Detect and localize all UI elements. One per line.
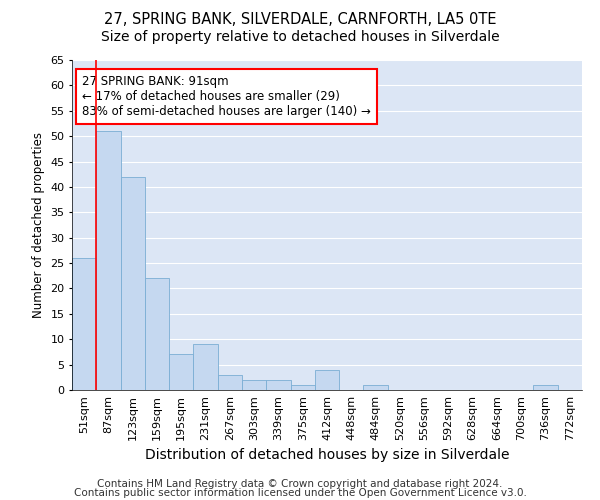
Bar: [121, 177, 145, 390]
Bar: [290, 385, 315, 390]
Bar: [72, 258, 96, 390]
Bar: [533, 385, 558, 390]
Bar: [193, 344, 218, 390]
Text: 27 SPRING BANK: 91sqm
← 17% of detached houses are smaller (29)
83% of semi-deta: 27 SPRING BANK: 91sqm ← 17% of detached …: [82, 75, 371, 118]
Bar: [169, 354, 193, 390]
Text: Contains HM Land Registry data © Crown copyright and database right 2024.: Contains HM Land Registry data © Crown c…: [97, 479, 503, 489]
X-axis label: Distribution of detached houses by size in Silverdale: Distribution of detached houses by size …: [145, 448, 509, 462]
Text: 27, SPRING BANK, SILVERDALE, CARNFORTH, LA5 0TE: 27, SPRING BANK, SILVERDALE, CARNFORTH, …: [104, 12, 496, 28]
Y-axis label: Number of detached properties: Number of detached properties: [32, 132, 44, 318]
Text: Contains public sector information licensed under the Open Government Licence v3: Contains public sector information licen…: [74, 488, 526, 498]
Bar: [315, 370, 339, 390]
Bar: [218, 375, 242, 390]
Text: Size of property relative to detached houses in Silverdale: Size of property relative to detached ho…: [101, 30, 499, 44]
Bar: [242, 380, 266, 390]
Bar: [96, 131, 121, 390]
Bar: [364, 385, 388, 390]
Bar: [145, 278, 169, 390]
Bar: [266, 380, 290, 390]
